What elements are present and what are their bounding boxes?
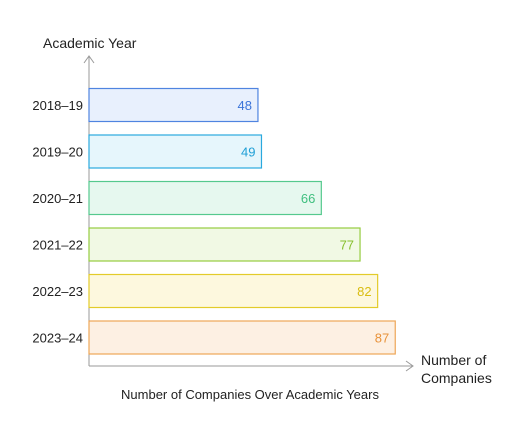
bar-2018–19 [88, 87, 259, 123]
y-tick-label: 2021–22 [32, 238, 83, 253]
bar-2022–23 [88, 273, 379, 309]
bar-2019–20 [88, 134, 263, 169]
bar-2020–21 [88, 180, 322, 216]
y-tick-label: 2022–23 [32, 284, 83, 299]
chart-caption: Number of Companies Over Academic Years [121, 387, 379, 402]
x-axis-title-line1: Number of [421, 352, 486, 368]
y-tick-label: 2019–20 [32, 145, 83, 160]
y-tick-label: 2020–21 [32, 191, 83, 206]
x-axis-arrow [405, 360, 414, 372]
bar-value-label: 66 [301, 191, 315, 206]
y-tick-label: 2018–19 [32, 98, 83, 113]
bars-group: 48 49 66 77 82 87 [88, 87, 396, 355]
bar-value-label: 87 [375, 331, 389, 346]
y-tick-label: 2023–24 [32, 331, 83, 346]
bar-value-label: 82 [357, 284, 371, 299]
y-ticks-group: 2018–19 2019–20 2020–21 2021–22 2022–23 2023–… [32, 98, 83, 346]
x-axis-title-line2: Companies [421, 370, 492, 386]
y-axis-arrow [83, 55, 95, 64]
bar-value-label: 77 [340, 238, 354, 253]
bar-2023–24 [88, 320, 396, 355]
bar-2021–22 [88, 227, 361, 262]
y-axis-title: Academic Year [43, 35, 137, 51]
bar-value-label: 49 [241, 145, 255, 160]
bar-value-label: 48 [237, 98, 251, 113]
